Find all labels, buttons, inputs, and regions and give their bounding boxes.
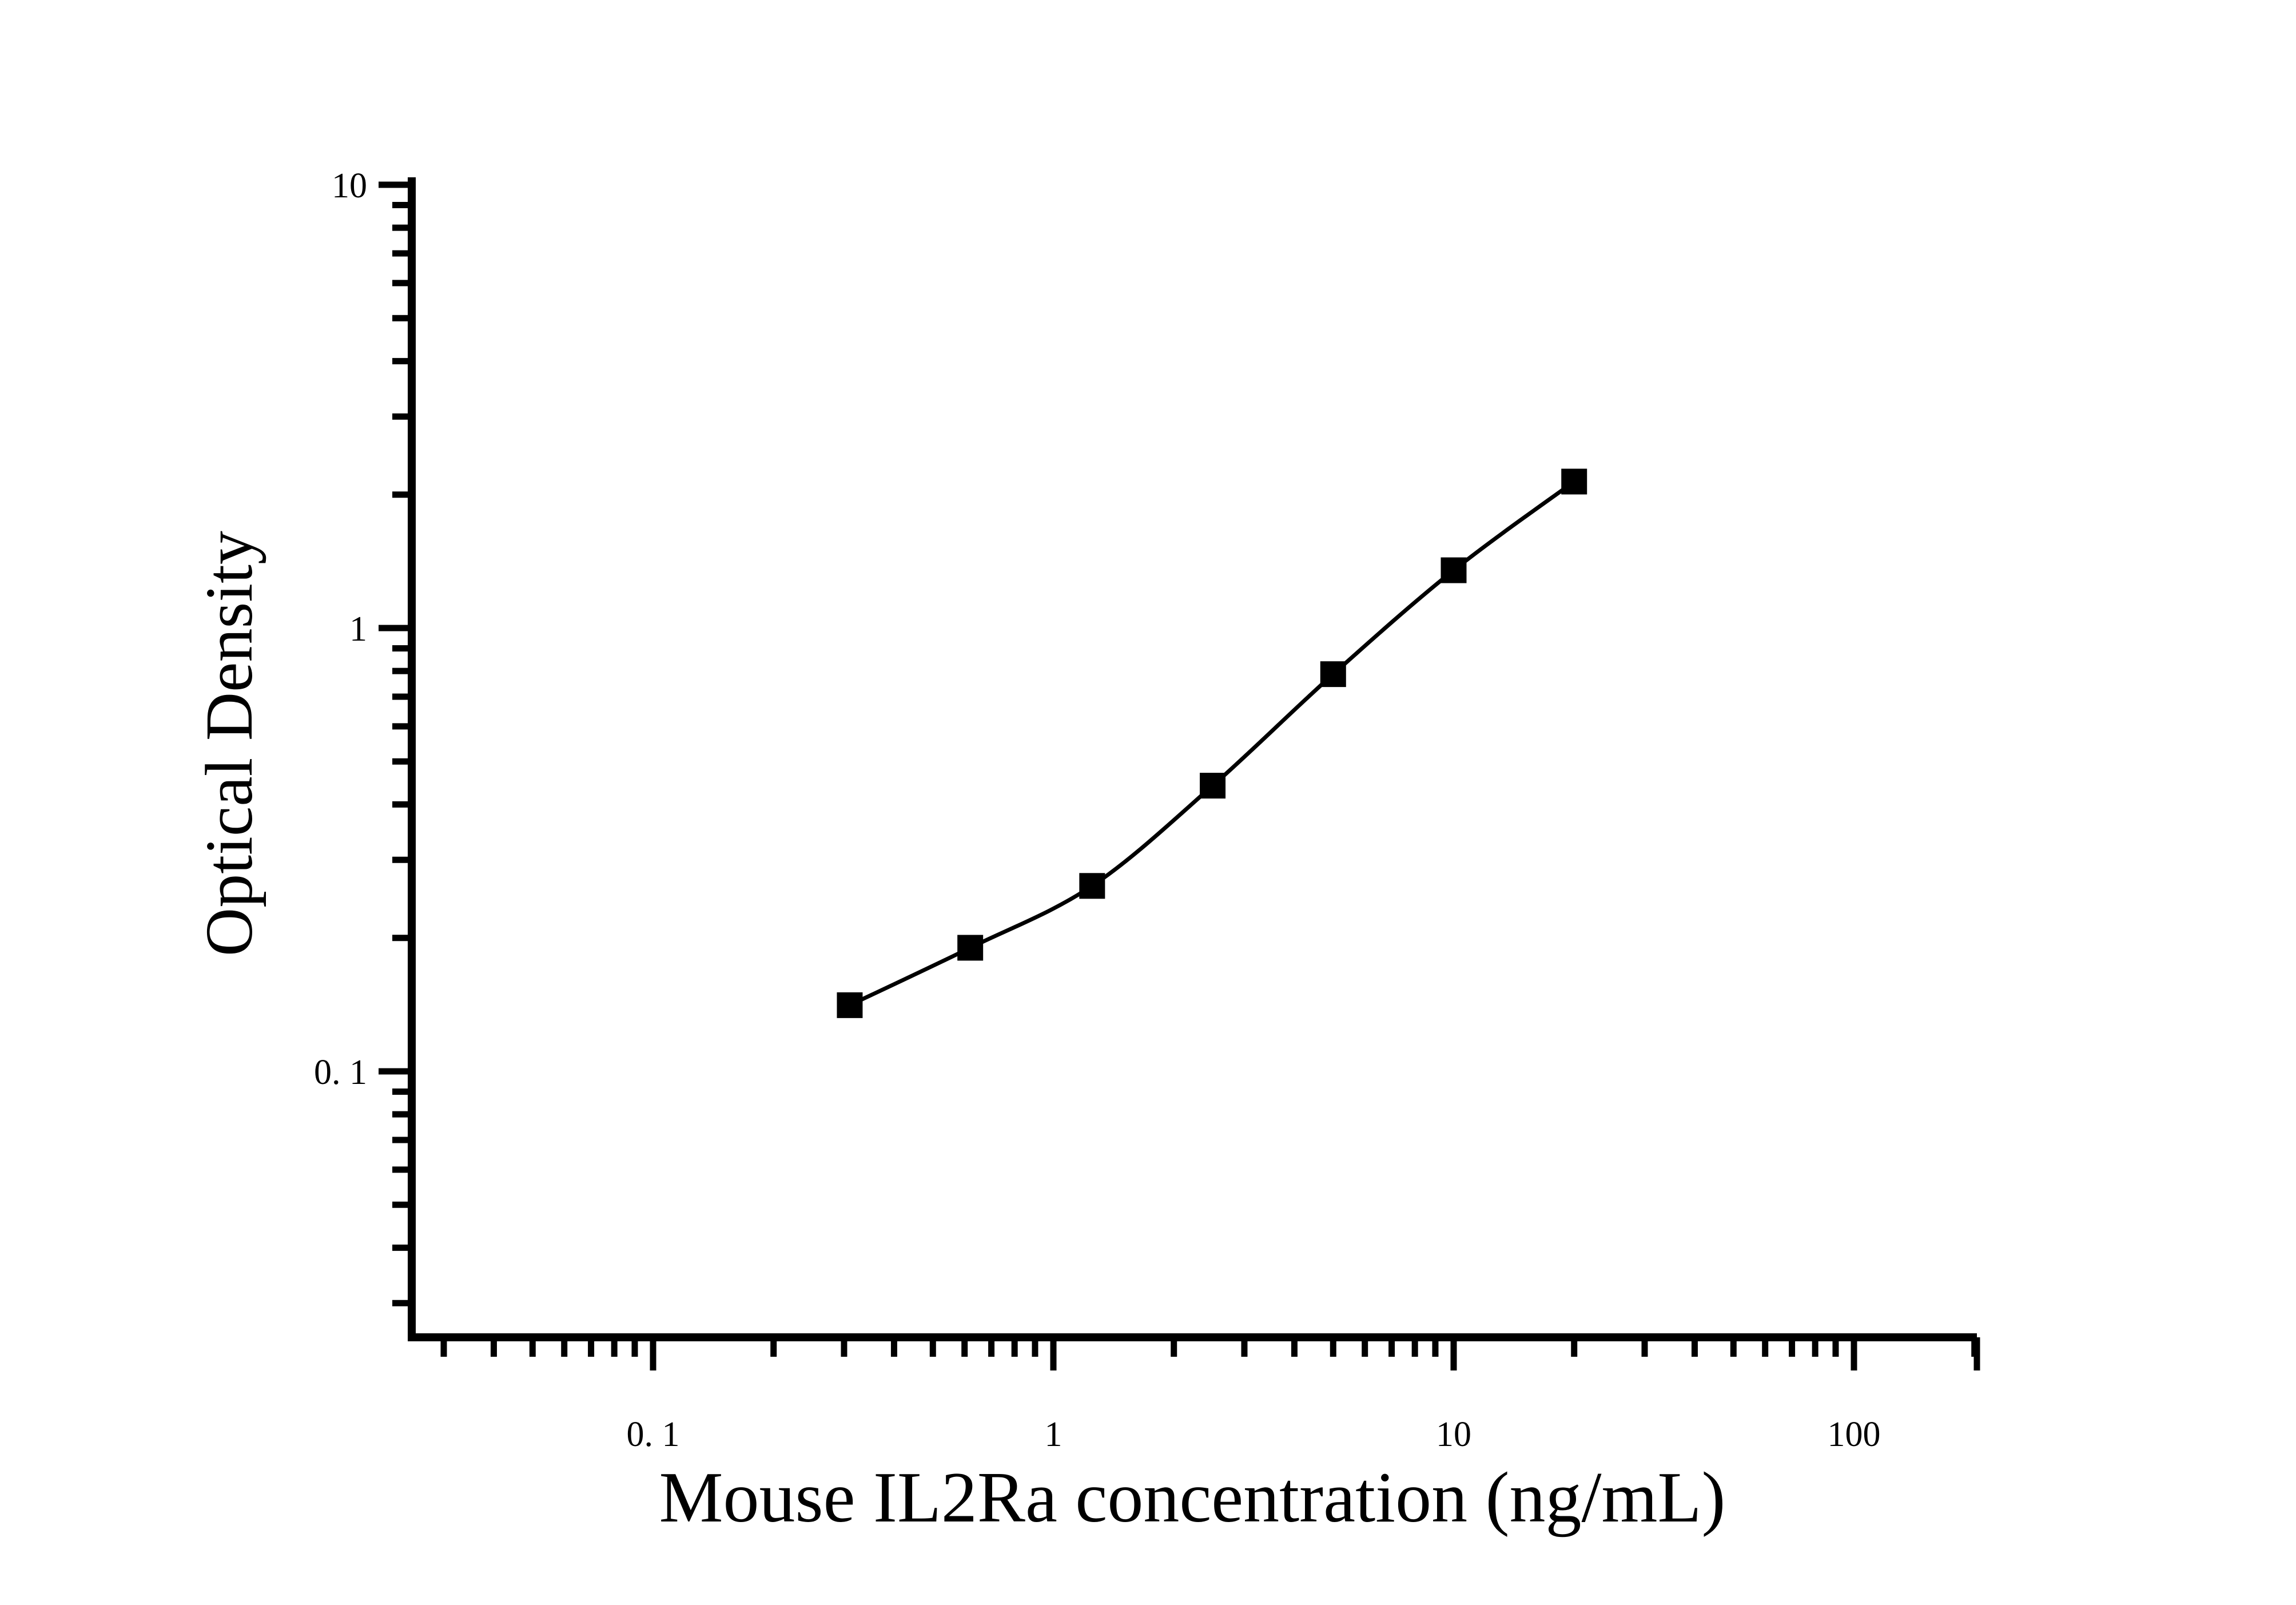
y-tick-label: 10 <box>332 166 367 205</box>
x-tick-label: 0. 1 <box>627 1415 680 1454</box>
data-point-marker <box>1200 773 1226 799</box>
data-point-markers <box>837 468 1587 1018</box>
y-tick-label: 1 <box>349 610 367 649</box>
x-tick-label: 10 <box>1436 1415 1471 1454</box>
y-axis-title: Optical Density <box>192 531 266 956</box>
y-axis-ticks <box>379 181 412 1306</box>
x-axis-tick-labels: 0. 1 1 10 100 <box>627 1415 1881 1454</box>
data-point-marker <box>1079 873 1105 899</box>
data-point-marker <box>1320 661 1346 688</box>
x-axis-ticks <box>440 1337 1980 1370</box>
x-tick-label: 1 <box>1045 1415 1063 1454</box>
y-tick-label: 0. 1 <box>314 1053 367 1092</box>
y-axis-tick-labels: 0. 1 1 10 <box>314 166 367 1092</box>
data-point-marker <box>957 935 984 961</box>
data-point-marker <box>837 992 863 1018</box>
data-point-marker <box>1561 468 1587 495</box>
x-tick-label: 100 <box>1828 1415 1881 1454</box>
x-axis-title: Mouse IL2Ra concentration (ng/mL) <box>659 1458 1726 1538</box>
data-point-marker <box>1441 557 1467 583</box>
